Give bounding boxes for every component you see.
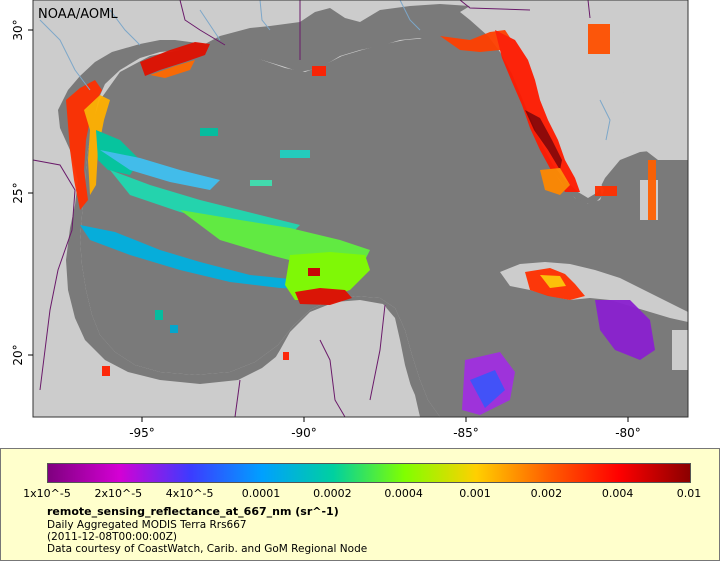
colorbar-tick-label: 0.0001 xyxy=(241,487,281,500)
lon-label: -85° xyxy=(453,426,479,440)
data-florida-east xyxy=(648,160,656,220)
gulf-of-mexico xyxy=(80,38,688,417)
colorbar-tick-label: 0.001 xyxy=(459,487,491,500)
legend-date: (2011-12-08T00:00:00Z) xyxy=(47,531,177,543)
colorbar-tick-label: 0.0002 xyxy=(313,487,352,500)
rivers xyxy=(39,0,611,141)
data-caribbean-purple xyxy=(595,300,655,360)
data-campeche-red xyxy=(295,288,352,305)
legend-credit: Data courtesy of CoastWatch, Carib. and … xyxy=(47,543,368,555)
data-campeche-dot xyxy=(308,268,320,276)
land-yucatan xyxy=(240,300,420,417)
data-caribbean-blue xyxy=(470,370,505,408)
colorbar-tick-label: 0.002 xyxy=(530,487,563,500)
borders xyxy=(32,0,591,418)
data-streak-2 xyxy=(110,170,300,235)
data-florida-orange xyxy=(540,168,570,195)
colorbar-tick-label: 4x10^-5 xyxy=(165,487,214,500)
data-small-dot-2 xyxy=(283,352,289,360)
data-streak-3 xyxy=(100,150,220,190)
data-speck-5 xyxy=(170,325,178,333)
colorbar-tick-label: 0.004 xyxy=(601,487,634,500)
data-mobile-bay xyxy=(312,66,326,76)
land-hispaniola-edge xyxy=(672,330,688,370)
legend-subtitle: Daily Aggregated MODIS Terra Rrs667 xyxy=(47,519,247,531)
data-florida-west xyxy=(495,30,580,192)
colorbar-tick-label: 2x10^-5 xyxy=(94,487,143,500)
data-campeche xyxy=(285,252,370,300)
data-keys xyxy=(595,186,617,196)
legend-panel: 1x10^-5 2x10^-5 4x10^-5 0.0001 0.0002 0.0004 0… xyxy=(0,448,720,561)
data-speck-3 xyxy=(250,180,272,186)
map-frame-border xyxy=(32,0,689,418)
lat-label: 30° xyxy=(11,19,25,40)
credit-label: NOAA/AOML xyxy=(38,7,118,22)
lat-label: 20° xyxy=(11,344,25,365)
data-louisiana-2 xyxy=(150,60,195,78)
colorbar-tick-label: 0.01 xyxy=(676,487,702,500)
colorbar-tick-label: 0.0004 xyxy=(384,487,423,500)
data-louisiana xyxy=(140,42,210,76)
data-speck-2 xyxy=(280,150,310,158)
data-speck-1 xyxy=(200,128,218,136)
data-cuba-north-2 xyxy=(540,275,566,288)
data-speck-4 xyxy=(155,310,163,320)
data-georgia xyxy=(588,24,610,54)
colorbar-tick-label: 1x10^-5 xyxy=(23,487,71,500)
legend-title: remote_sensing_reflectance_at_667_nm (sr… xyxy=(47,505,339,518)
data-texas-coast xyxy=(66,80,102,210)
lon-label: -80° xyxy=(615,426,641,440)
lat-label: 25° xyxy=(11,182,25,203)
land-florida xyxy=(500,0,688,150)
reflectance-data xyxy=(66,24,656,415)
data-florida-panhandle xyxy=(440,30,515,52)
lon-label: -90° xyxy=(291,426,317,440)
data-small-dot xyxy=(102,366,110,376)
data-florida-west-dark xyxy=(525,110,562,170)
axis-ticks xyxy=(28,29,629,422)
colorbar xyxy=(47,463,691,483)
lon-label: -95° xyxy=(129,426,155,440)
